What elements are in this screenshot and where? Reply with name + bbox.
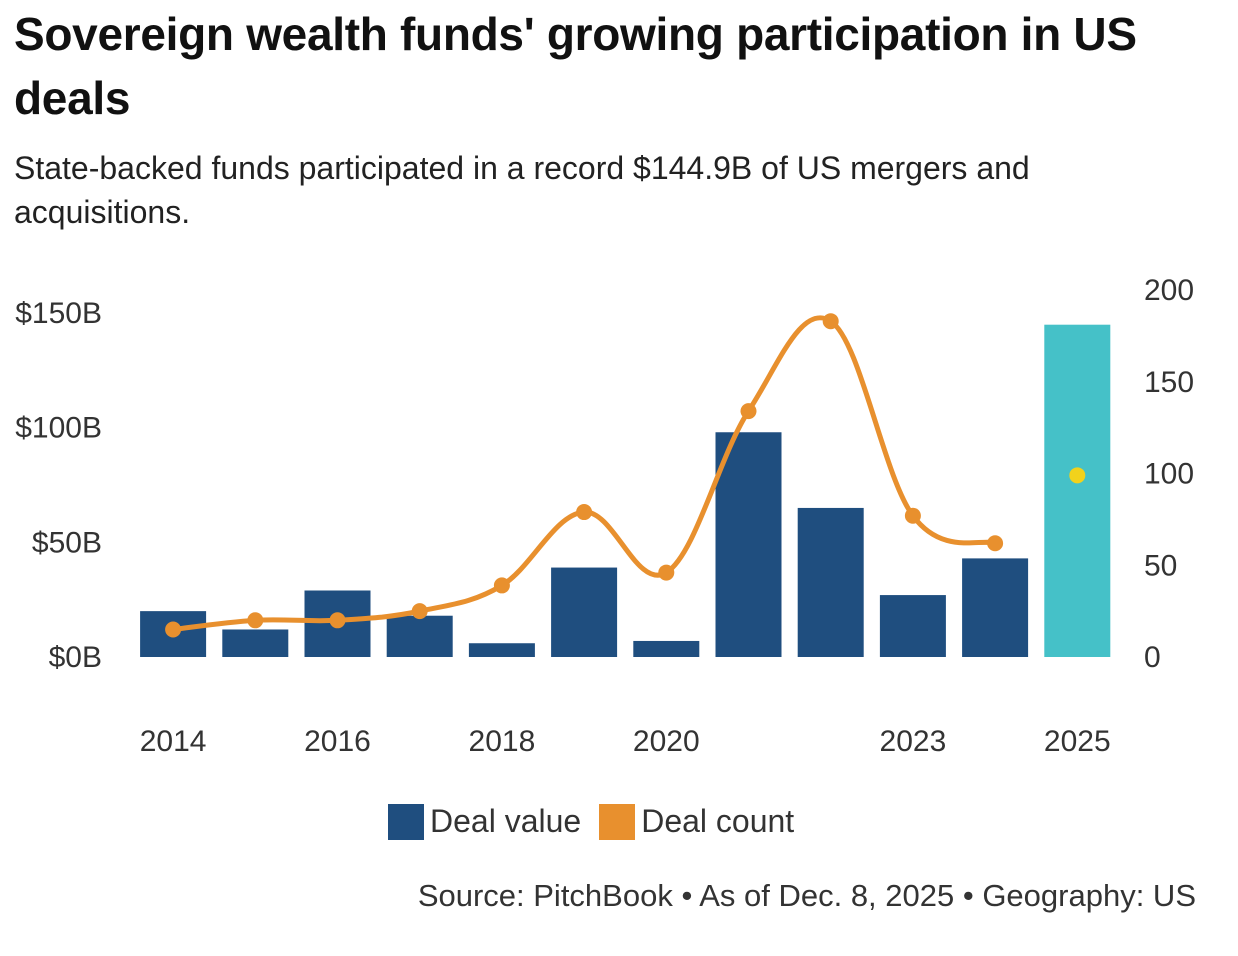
x-tick-label: 2014 — [140, 725, 207, 758]
legend-label-deal-value: Deal value — [430, 803, 582, 839]
point-2018[interactable] — [493, 577, 510, 594]
point-2015[interactable] — [247, 612, 264, 629]
y-right-tick-label: 200 — [1144, 274, 1194, 307]
y-right-tick-label: 100 — [1144, 458, 1194, 491]
bar-2019[interactable] — [551, 567, 618, 657]
point-2014[interactable] — [165, 621, 182, 638]
bar-2022[interactable] — [797, 507, 864, 657]
y-axis-right: 0 50 100 150 200 — [1144, 274, 1194, 674]
x-tick-label: 2020 — [633, 725, 700, 758]
bar-2018[interactable] — [468, 643, 535, 657]
legend-item-deal-value[interactable]: Deal value — [388, 803, 581, 840]
y-right-tick-label: 150 — [1144, 366, 1194, 399]
legend: Deal value Deal count — [388, 803, 812, 840]
chart-title: Sovereign wealth funds' growing particip… — [14, 8, 1137, 124]
y-left-tick-label: $0B — [49, 641, 102, 674]
y-axis-left: $0B $50B $100B $150B — [15, 297, 102, 674]
bar-2020[interactable] — [633, 640, 700, 657]
point-2025[interactable] — [1069, 467, 1086, 484]
bar-2015[interactable] — [222, 629, 289, 657]
legend-swatch-deal-count — [599, 803, 636, 840]
point-2024[interactable] — [987, 535, 1004, 552]
x-tick-label: 2018 — [469, 725, 536, 758]
point-2022[interactable] — [822, 313, 839, 330]
bar-2025[interactable] — [1044, 324, 1111, 657]
legend-label-deal-count: Deal count — [641, 803, 795, 839]
y-right-tick-label: 50 — [1144, 549, 1177, 582]
deal-count-line-layer — [165, 313, 1086, 638]
x-tick-label: 2025 — [1044, 725, 1111, 758]
deal-value-bars — [140, 324, 1111, 657]
point-2020[interactable] — [658, 564, 675, 581]
legend-swatch-deal-value — [388, 803, 424, 840]
x-axis: 2014 2016 2018 2020 2023 2025 — [140, 725, 1111, 758]
bar-2024[interactable] — [962, 558, 1029, 657]
x-tick-label: 2023 — [880, 725, 947, 758]
y-right-tick-label: 0 — [1144, 641, 1161, 674]
y-left-tick-label: $100B — [15, 412, 102, 445]
source-note: Source: PitchBook • As of Dec. 8, 2025 •… — [417, 878, 1196, 913]
chart-subtitle: State-backed funds participated in a rec… — [14, 150, 1030, 230]
legend-item-deal-count[interactable]: Deal count — [599, 803, 794, 840]
bar-2021[interactable] — [715, 432, 782, 657]
point-2019[interactable] — [576, 504, 593, 521]
bar-2017[interactable] — [386, 615, 453, 657]
point-2021[interactable] — [740, 403, 757, 420]
point-2017[interactable] — [411, 603, 428, 620]
y-left-tick-label: $50B — [32, 526, 102, 559]
y-left-tick-label: $150B — [15, 297, 102, 330]
point-2023[interactable] — [904, 507, 921, 524]
bar-2023[interactable] — [879, 595, 946, 657]
x-tick-label: 2016 — [304, 725, 371, 758]
point-2016[interactable] — [329, 612, 346, 629]
